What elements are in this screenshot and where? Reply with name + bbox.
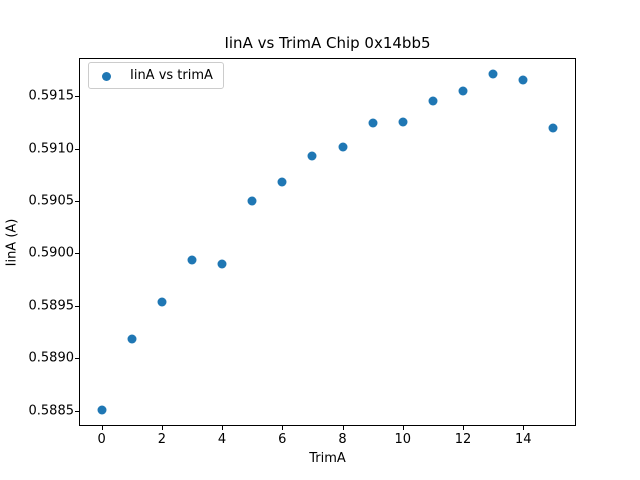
- y-tick-label: 0.5895: [28, 298, 75, 314]
- y-tick: [75, 305, 79, 307]
- data-point: [338, 142, 348, 152]
- data-point: [307, 151, 317, 161]
- x-tick-label: 4: [217, 432, 227, 447]
- y-tick-label: 0.5890: [28, 350, 75, 366]
- x-tick: [282, 426, 284, 430]
- data-point: [368, 118, 378, 128]
- y-tick-label: 0.5905: [28, 193, 75, 209]
- x-tick: [463, 426, 465, 430]
- x-tick: [222, 426, 224, 430]
- y-tick: [75, 148, 79, 150]
- x-tick-label: 6: [278, 432, 287, 447]
- data-point: [458, 86, 468, 96]
- legend-marker-icon: [102, 72, 111, 81]
- x-axis-label: TrimA: [309, 451, 346, 466]
- legend-label: IinA vs trimA: [130, 68, 213, 83]
- y-tick-label: 0.5885: [28, 403, 75, 419]
- data-point: [187, 255, 197, 265]
- x-tick-label: 12: [454, 432, 472, 447]
- data-point: [488, 69, 498, 79]
- x-tick-label: 0: [97, 432, 106, 447]
- y-tick: [75, 410, 79, 412]
- x-tick: [523, 426, 525, 430]
- axes-area: [79, 58, 576, 426]
- x-tick-label: 10: [394, 432, 412, 447]
- data-point: [97, 405, 107, 415]
- x-tick: [161, 426, 163, 430]
- data-point: [277, 177, 287, 187]
- data-point: [247, 196, 257, 206]
- data-point: [217, 259, 227, 269]
- y-tick-label: 0.5915: [28, 88, 75, 104]
- y-tick: [75, 253, 79, 255]
- data-point: [428, 96, 438, 106]
- y-tick: [75, 358, 79, 360]
- data-point: [127, 334, 137, 344]
- y-axis-label: IinA (A): [4, 218, 20, 267]
- y-tick-label: 0.5900: [28, 245, 75, 261]
- y-tick: [75, 96, 79, 97]
- chart-title: IinA vs TrimA Chip 0x14bb5: [224, 34, 431, 52]
- y-tick-label: 0.5910: [28, 141, 75, 156]
- x-tick-label: 2: [157, 432, 166, 447]
- x-tick: [402, 426, 404, 430]
- data-point: [548, 123, 558, 132]
- data-point: [157, 297, 167, 307]
- data-point: [398, 117, 408, 127]
- x-tick-label: 14: [515, 432, 532, 447]
- legend: IinA vs trimA: [88, 62, 224, 89]
- y-tick: [75, 201, 79, 202]
- x-tick: [101, 426, 103, 430]
- data-point: [518, 75, 528, 85]
- x-tick-label: 8: [338, 432, 347, 447]
- x-tick: [342, 426, 344, 430]
